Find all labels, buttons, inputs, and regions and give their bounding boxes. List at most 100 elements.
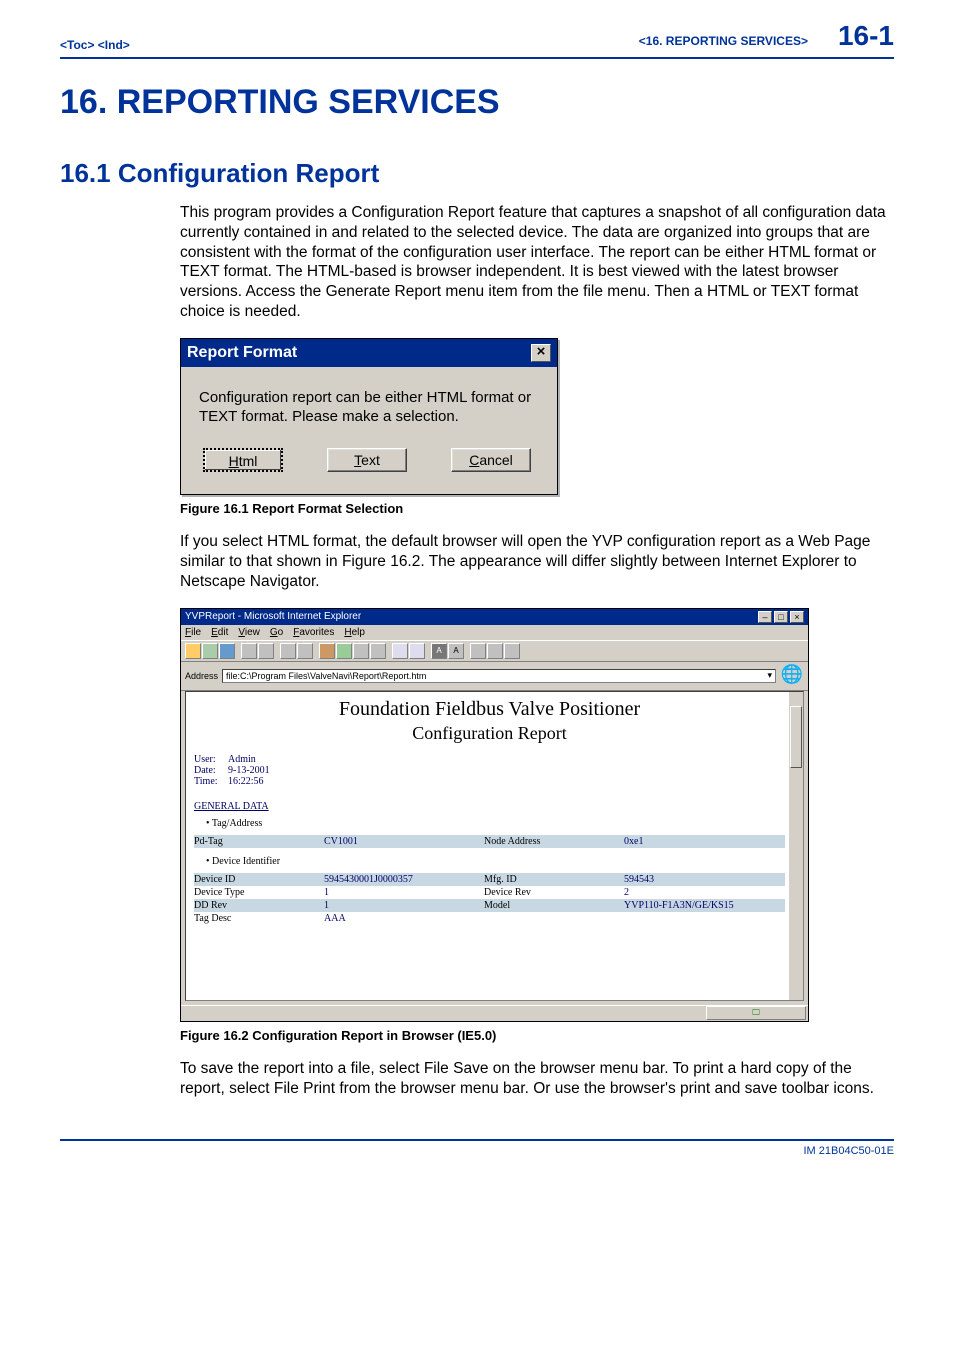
cell: Model <box>484 900 624 911</box>
toolbar-icon[interactable] <box>219 643 235 659</box>
footer-rule <box>60 1139 894 1141</box>
address-bar: Address file:C:\Program Files\ValveNavi\… <box>181 662 808 691</box>
cell: AAA <box>324 913 484 924</box>
table-row: DD Rev 1 Model YVP110-F1A3N/GE/KS15 <box>194 899 785 912</box>
menu-edit[interactable]: Edit <box>211 627 228 638</box>
toolbar-icon[interactable] <box>336 643 352 659</box>
scrollbar-vertical[interactable] <box>789 692 803 1000</box>
section-general-data: GENERAL DATA <box>194 801 785 812</box>
close-icon[interactable]: × <box>531 344 551 362</box>
cell: 594543 <box>624 874 785 885</box>
browser-viewport: Foundation Fieldbus Valve Positioner Con… <box>185 691 804 1001</box>
html-button[interactable]: Html <box>203 448 283 472</box>
toolbar-icon[interactable] <box>297 643 313 659</box>
toolbar-icon[interactable] <box>319 643 335 659</box>
toolbar-icon[interactable] <box>241 643 257 659</box>
menu-go[interactable]: Go <box>270 627 283 638</box>
meta-user-value: Admin <box>228 754 256 765</box>
menu-view[interactable]: View <box>238 627 260 638</box>
cell: Node Address <box>484 836 624 847</box>
meta-time-value: 16:22:56 <box>228 776 264 787</box>
text-button[interactable]: Text <box>327 448 407 472</box>
section-title: 16.1 Configuration Report <box>60 158 894 189</box>
browser-title: YVPReport - Microsoft Internet Explorer <box>185 611 361 622</box>
figure-caption-1: Figure 16.1 Report Format Selection <box>180 501 894 516</box>
toolbar-icon[interactable] <box>487 643 503 659</box>
maximize-icon[interactable]: □ <box>774 611 788 623</box>
toolbar-icon[interactable] <box>258 643 274 659</box>
ie-logo-icon: 🌐 <box>780 664 804 688</box>
bullet-device-identifier: • Device Identifier <box>206 856 785 867</box>
meta-time-label: Time: <box>194 776 228 787</box>
toolbar-icon[interactable]: A <box>431 643 447 659</box>
cell <box>624 913 785 924</box>
cell: 5945430001J0000357 <box>324 874 484 885</box>
cell: CV1001 <box>324 836 484 847</box>
dialog-message: Configuration report can be either HTML … <box>199 389 539 427</box>
cell: 1 <box>324 900 484 911</box>
toolbar-icon[interactable] <box>392 643 408 659</box>
page-number: 16-1 <box>838 20 894 52</box>
cell: YVP110-F1A3N/GE/KS15 <box>624 900 785 911</box>
table-row: Device ID 5945430001J0000357 Mfg. ID 594… <box>194 873 785 886</box>
toolbar-icon[interactable] <box>185 643 201 659</box>
chevron-down-icon[interactable]: ▾ <box>767 670 772 681</box>
report-title: Foundation Fieldbus Valve Positioner <box>194 698 785 721</box>
status-cell: 🖵 <box>706 1006 806 1020</box>
cell: Device Rev <box>484 887 624 898</box>
meta-user-label: User: <box>194 754 228 765</box>
running-header: <Toc> <Ind> <16. REPORTING SERVICES> 16-… <box>60 20 894 55</box>
menu-favorites[interactable]: Favorites <box>293 627 334 638</box>
address-value: file:C:\Program Files\ValveNavi\Report\R… <box>226 671 426 681</box>
toolbar-icon[interactable] <box>202 643 218 659</box>
dialog-titlebar: Report Format × <box>181 339 557 367</box>
address-label: Address <box>185 671 218 681</box>
paragraph-2: If you select HTML format, the default b… <box>180 532 894 591</box>
cancel-button[interactable]: Cancel <box>451 448 531 472</box>
meta-date-value: 9-13-2001 <box>228 765 270 776</box>
table-row: Device Type 1 Device Rev 2 <box>194 886 785 899</box>
address-input[interactable]: file:C:\Program Files\ValveNavi\Report\R… <box>222 669 776 683</box>
browser-window: YVPReport - Microsoft Internet Explorer … <box>180 608 809 1022</box>
toolbar: A A <box>181 640 808 662</box>
meta-date-label: Date: <box>194 765 228 776</box>
toolbar-icon[interactable] <box>409 643 425 659</box>
cell: 2 <box>624 887 785 898</box>
browser-titlebar: YVPReport - Microsoft Internet Explorer … <box>181 609 808 625</box>
footer-doc-id: IM 21B04C50-01E <box>60 1145 894 1157</box>
header-left: <Toc> <Ind> <box>60 38 130 52</box>
header-rule <box>60 57 894 59</box>
figure-caption-2: Figure 16.2 Configuration Report in Brow… <box>180 1028 894 1043</box>
toolbar-icon[interactable] <box>370 643 386 659</box>
cell: Pd-Tag <box>194 836 324 847</box>
table-row: Tag Desc AAA <box>194 912 785 925</box>
header-center: <16. REPORTING SERVICES> <box>639 34 808 48</box>
toolbar-icon[interactable] <box>353 643 369 659</box>
report-subtitle: Configuration Report <box>194 723 785 744</box>
dialog-title-text: Report Format <box>187 344 297 362</box>
toolbar-icon[interactable]: A <box>448 643 464 659</box>
cell: Device ID <box>194 874 324 885</box>
cell: DD Rev <box>194 900 324 911</box>
cell <box>484 913 624 924</box>
toolbar-icon[interactable] <box>504 643 520 659</box>
toolbar-icon[interactable] <box>470 643 486 659</box>
menu-help[interactable]: Help <box>344 627 365 638</box>
bullet-tag-address: • Tag/Address <box>206 818 785 829</box>
report-format-dialog: Report Format × Configuration report can… <box>180 338 558 496</box>
menu-file[interactable]: File <box>185 627 201 638</box>
cell: Device Type <box>194 887 324 898</box>
intro-paragraph: This program provides a Configuration Re… <box>180 203 894 322</box>
close-icon[interactable]: × <box>790 611 804 623</box>
menubar[interactable]: File Edit View Go Favorites Help <box>181 625 808 640</box>
cell: 1 <box>324 887 484 898</box>
table-row: Pd-Tag CV1001 Node Address 0xe1 <box>194 835 785 848</box>
toolbar-icon[interactable] <box>280 643 296 659</box>
paragraph-3: To save the report into a file, select F… <box>180 1059 894 1099</box>
chapter-title: 16. REPORTING SERVICES <box>60 83 894 122</box>
statusbar: 🖵 <box>181 1005 808 1021</box>
cell: Tag Desc <box>194 913 324 924</box>
minimize-icon[interactable]: – <box>758 611 772 623</box>
cell: 0xe1 <box>624 836 785 847</box>
cell: Mfg. ID <box>484 874 624 885</box>
